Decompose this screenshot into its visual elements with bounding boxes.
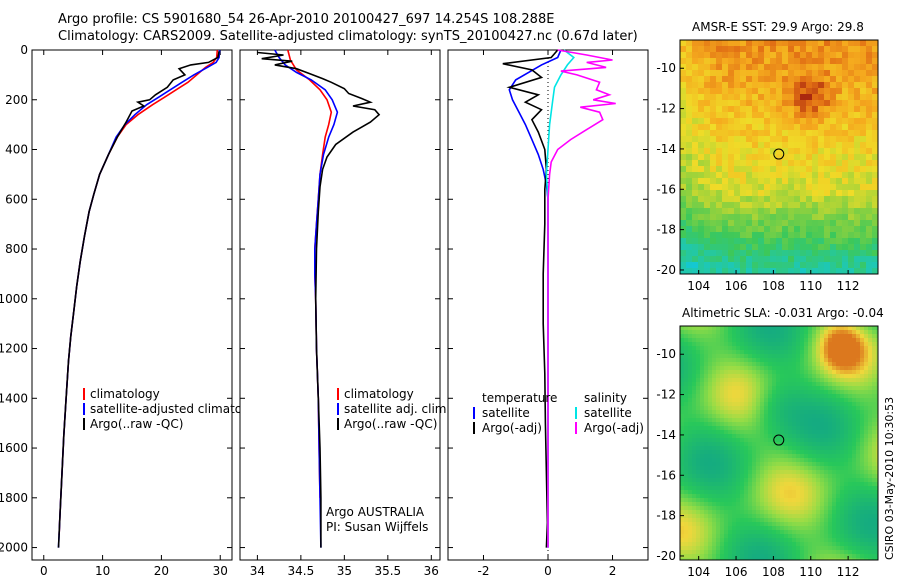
panel-salinity xyxy=(239,49,441,561)
sla-map-title: Altimetric SLA: -0.031 Argo: -0.04 xyxy=(682,306,884,320)
y-tick-label: -14 xyxy=(656,142,676,156)
y-tick-label: -20 xyxy=(656,549,676,563)
x-tick-label: 108 xyxy=(762,565,785,579)
y-tick-label: -16 xyxy=(656,468,676,482)
x-tick-label: 35.5 xyxy=(374,564,401,578)
x-tick-label: 30 xyxy=(213,564,228,578)
x-tick-label: 35 xyxy=(337,564,352,578)
x-tick-label: 0 xyxy=(40,564,48,578)
x-tick-label: -2 xyxy=(477,564,489,578)
y-tick-label: -12 xyxy=(656,388,676,402)
legend-label: satellite xyxy=(584,406,632,420)
y-tick-label: -14 xyxy=(656,428,676,442)
map-frame xyxy=(679,325,879,561)
legend-label: climatology xyxy=(90,387,160,401)
legend-heading: salinity xyxy=(584,391,627,405)
series-line xyxy=(502,49,559,548)
legend-label: Argo(..raw -QC) xyxy=(344,417,437,431)
legend-label: satellite-adjusted climatolog xyxy=(90,402,260,416)
legend-label: Argo(-adj) xyxy=(584,421,644,435)
map-field xyxy=(680,40,879,275)
y-tick-label: -12 xyxy=(656,102,676,116)
figure-title: Argo profile: CS 5901680_54 26-Apr-2010 … xyxy=(58,12,555,27)
x-tick-label: 106 xyxy=(725,565,748,579)
map-frame xyxy=(679,39,879,275)
y-tick-label: 1000 xyxy=(0,292,28,306)
x-tick-label: 34.5 xyxy=(288,564,315,578)
y-tick-label: -20 xyxy=(656,263,676,277)
y-tick-label: 400 xyxy=(5,143,28,157)
x-tick-label: 2 xyxy=(609,564,617,578)
x-tick-label: 112 xyxy=(837,279,860,293)
y-tick-label: -18 xyxy=(656,223,676,237)
annotation-text: Argo AUSTRALIA xyxy=(326,505,425,519)
plot-frame xyxy=(239,49,441,561)
x-tick-label: 110 xyxy=(799,565,822,579)
panel-sla_map xyxy=(679,325,879,561)
x-tick-label: 112 xyxy=(837,565,860,579)
y-tick-label: 1400 xyxy=(0,391,28,405)
float-position-marker xyxy=(773,148,785,160)
plot-frame xyxy=(31,49,233,561)
y-tick-label: 200 xyxy=(5,93,28,107)
panel-difference xyxy=(447,49,649,561)
y-tick-label: -10 xyxy=(656,61,676,75)
x-tick-label: 110 xyxy=(799,279,822,293)
y-tick-label: 0 xyxy=(20,43,28,57)
y-tick-label: 1800 xyxy=(0,491,28,505)
y-tick-label: 1200 xyxy=(0,342,28,356)
panel-sst_map xyxy=(679,39,879,275)
x-tick-label: 36 xyxy=(424,564,439,578)
legend-heading: temperature xyxy=(482,391,557,405)
legend-label: climatology xyxy=(344,387,414,401)
x-tick-label: 0 xyxy=(544,564,552,578)
series-line xyxy=(545,49,575,548)
x-tick-label: 108 xyxy=(762,279,785,293)
legend-label: Argo(..raw -QC) xyxy=(90,417,183,431)
x-tick-label: 20 xyxy=(154,564,169,578)
y-tick-label: -18 xyxy=(656,509,676,523)
x-tick-label: 104 xyxy=(687,565,710,579)
legend-label: satellite adj. clim. xyxy=(344,402,450,416)
y-tick-label: 600 xyxy=(5,192,28,206)
y-tick-label: 800 xyxy=(5,242,28,256)
map-field xyxy=(680,326,879,561)
x-tick-label: 106 xyxy=(725,279,748,293)
y-tick-label: 1600 xyxy=(0,441,28,455)
annotation-text: PI: Susan Wijffels xyxy=(326,520,428,534)
x-tick-label: 10 xyxy=(95,564,110,578)
float-position-marker xyxy=(773,434,785,446)
x-tick-label: 104 xyxy=(687,279,710,293)
series-line xyxy=(57,51,220,548)
legend-label: satellite xyxy=(482,406,530,420)
legend-label: Argo(-adj) xyxy=(482,421,542,435)
series-line xyxy=(257,51,381,548)
panel-temperature xyxy=(31,49,233,561)
y-tick-label: -16 xyxy=(656,182,676,196)
series-line xyxy=(547,49,616,548)
sst-map-title: AMSR-E SST: 29.9 Argo: 29.8 xyxy=(692,20,864,34)
figure-subtitle: Climatology: CARS2009. Satellite-adjuste… xyxy=(58,29,638,44)
y-tick-label: -10 xyxy=(656,347,676,361)
x-tick-label: 34 xyxy=(250,564,265,578)
y-tick-label: 2000 xyxy=(0,541,28,555)
